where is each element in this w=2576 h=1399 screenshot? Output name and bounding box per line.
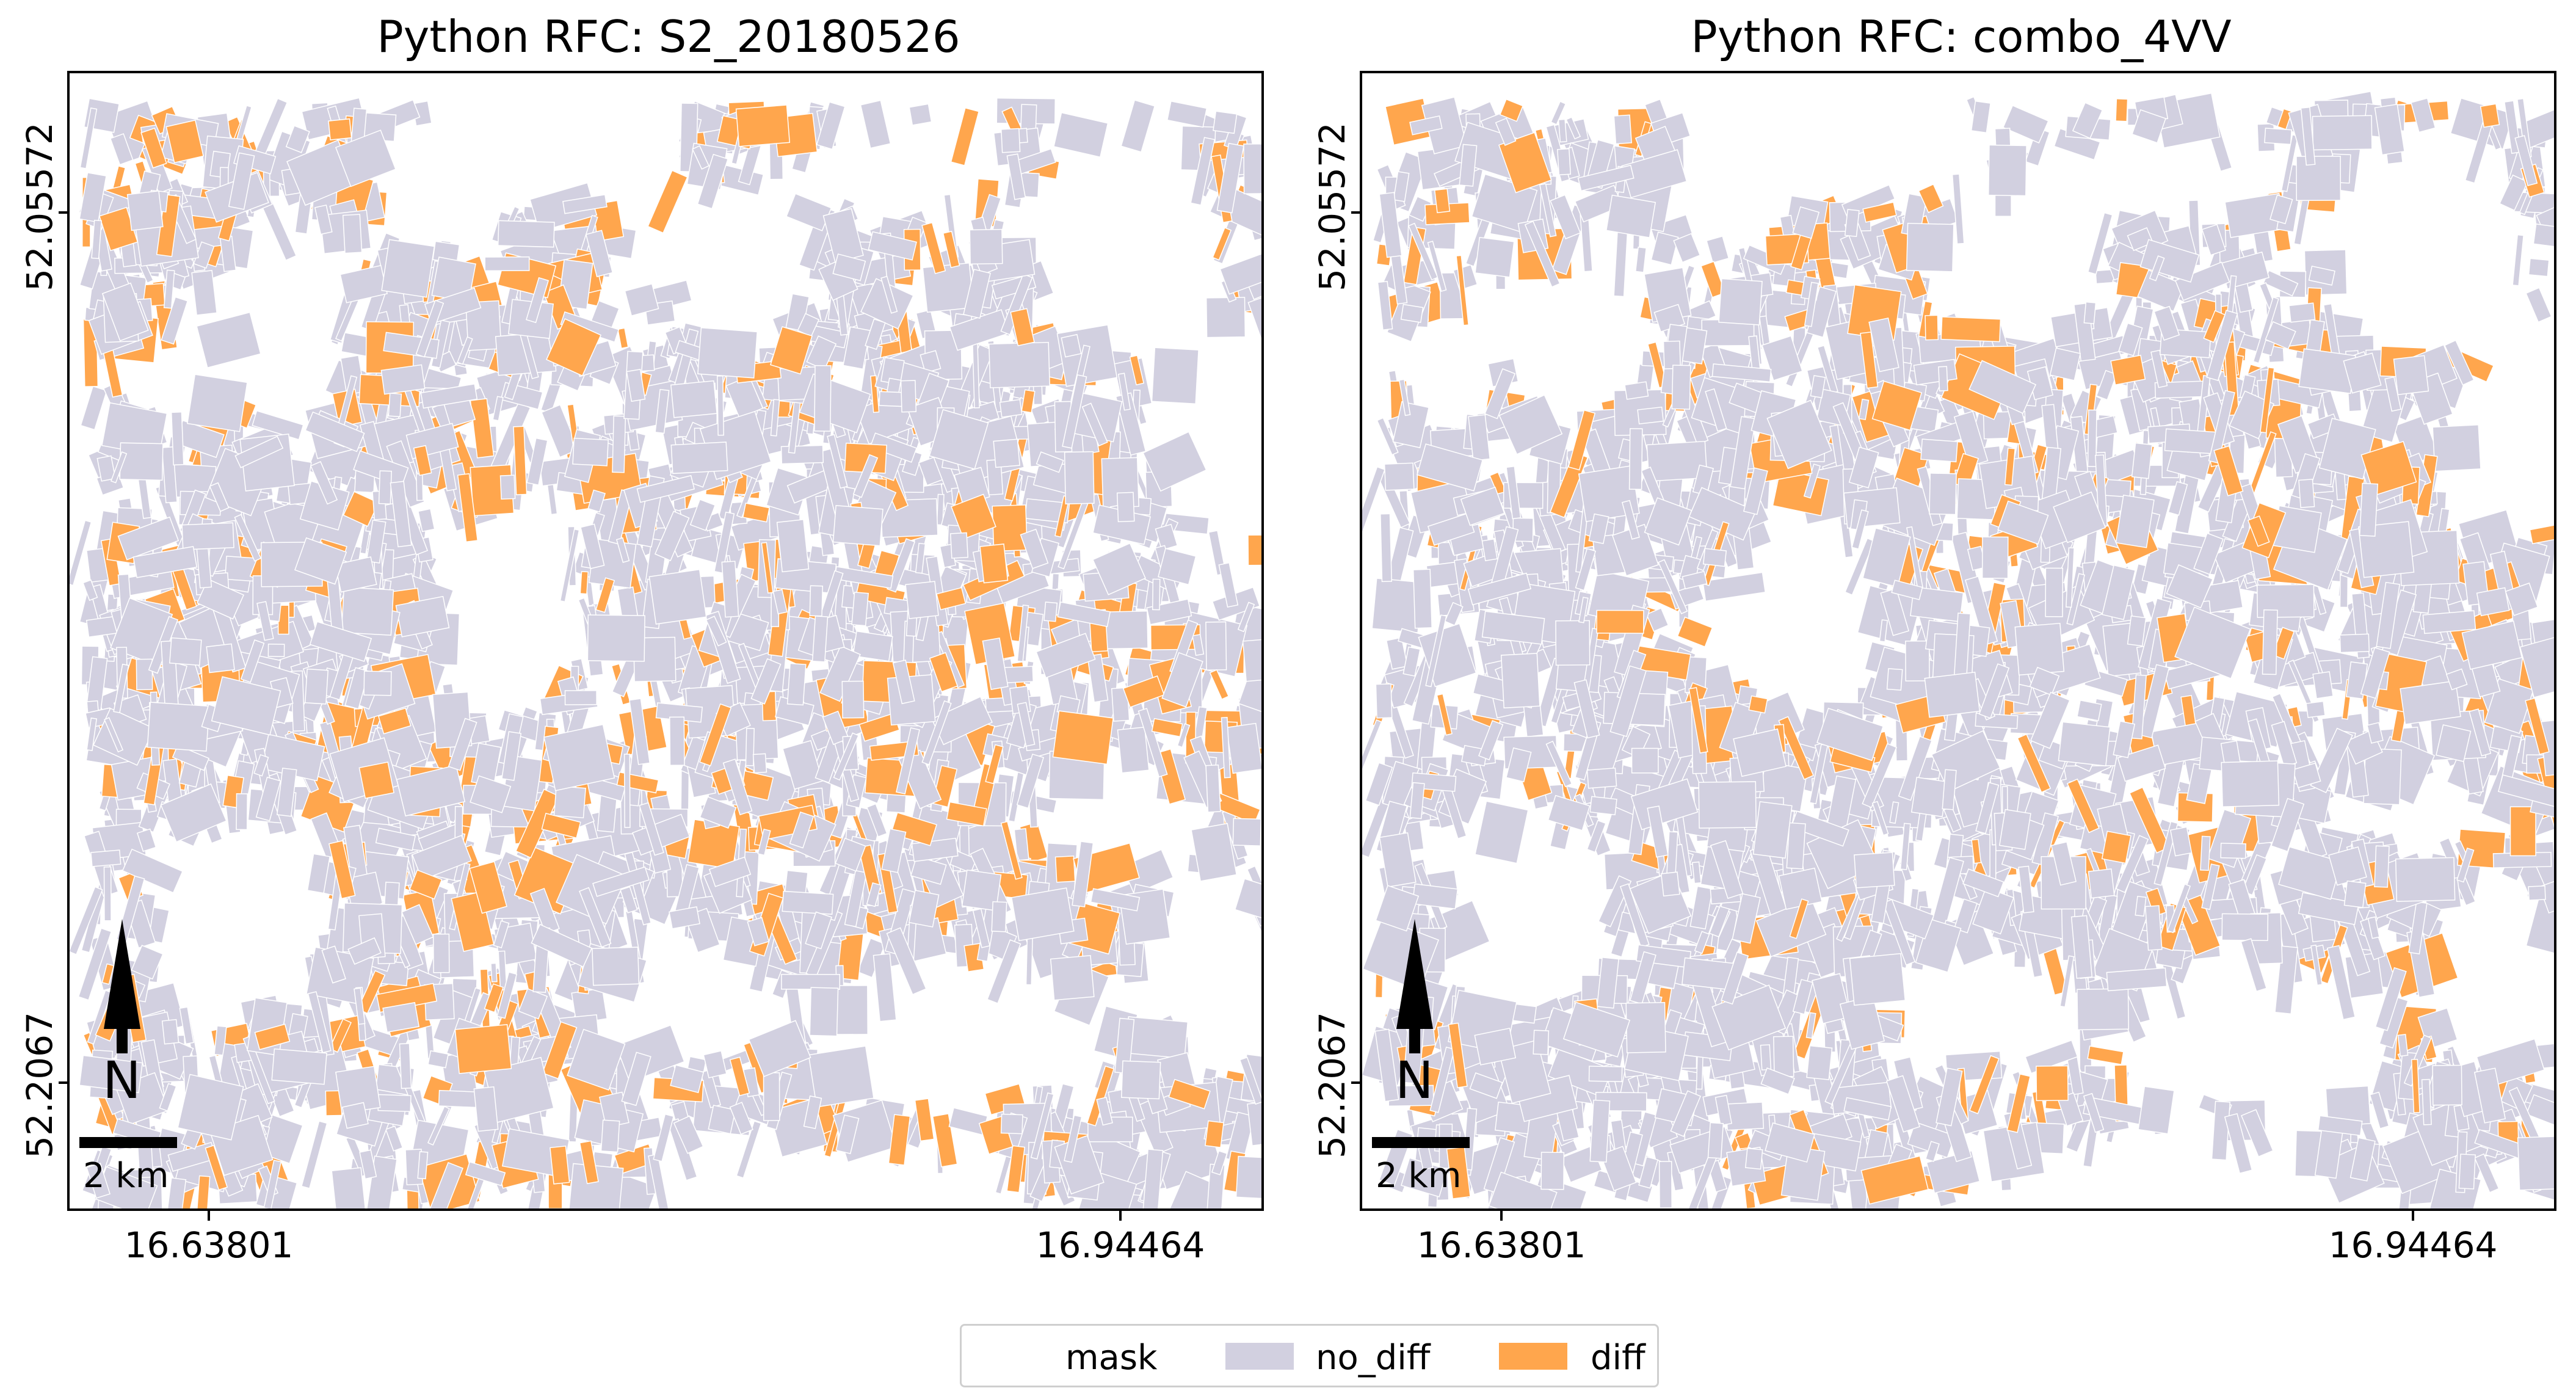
panel-2-xtick-1: 16.63801 [1417,1224,1586,1266]
panel-2-scale-label: 2 km [1376,1156,1462,1196]
panel-1-scale-bar [79,1137,177,1148]
panel-1-xtick-mark-1 [208,1211,210,1221]
panel-2-north-label: N [1395,1050,1434,1110]
panel-1-xtick-mark-2 [1119,1211,1122,1221]
legend-swatch-no-diff [1225,1343,1294,1370]
legend-title: mask [1065,1338,1158,1378]
field-parcels [1362,90,2554,1208]
panel-1-title: Python RFC: S2_20180526 [377,11,960,62]
panel-1-xtick-2: 16.94464 [1036,1224,1205,1266]
panel-2-fields [1362,90,2554,1208]
panel-2-scale-bar [1372,1137,1470,1148]
panel-1-ytick-mark-2 [59,1081,68,1084]
legend-label-diff: diff [1591,1338,1645,1378]
panel-2-xtick-2: 16.94464 [2328,1224,2498,1266]
panel-2-xtick-mark-2 [2412,1211,2414,1221]
field-parcels [70,97,1261,1208]
panel-2-title: Python RFC: combo_4VV [1691,11,2232,62]
panel-1-map [67,71,1264,1211]
panel-2-map [1360,71,2556,1211]
panel-2-ytick-2: 52.2067 [1312,1012,1353,1158]
panel-1-xtick-1: 16.63801 [124,1224,294,1266]
panel-2-ytick-mark-2 [1351,1081,1361,1084]
panel-1-ytick-1: 52.05572 [19,122,60,291]
panel-2-north-arrow-icon [1396,919,1433,1053]
panel-1-north-arrow-icon [104,919,140,1053]
panel-2-xtick-mark-1 [1500,1211,1503,1221]
legend-label-no-diff: no_diff [1316,1338,1431,1378]
panel-1-ytick-mark-1 [59,211,68,214]
panel-2-ytick-mark-1 [1351,211,1361,214]
panel-1-north-label: N [103,1050,141,1110]
panel-1-scale-label: 2 km [83,1156,169,1196]
legend-swatch-diff [1499,1343,1567,1370]
panel-2-ytick-1: 52.05572 [1312,122,1353,291]
panel-1-fields [70,97,1261,1208]
legend: mask no_diff diff [960,1324,1659,1387]
panel-1-ytick-2: 52.2067 [19,1012,60,1158]
